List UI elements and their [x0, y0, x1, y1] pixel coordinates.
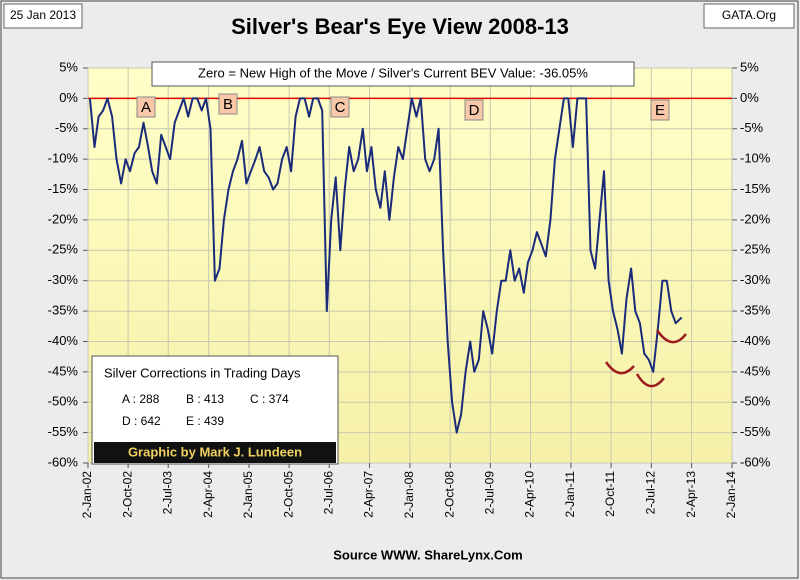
correction: D : 642 — [122, 414, 161, 428]
x-tick-label: 2-Jan-08 — [402, 471, 416, 519]
y2-tick-label: 0% — [740, 90, 759, 105]
corrections-box: Silver Corrections in Trading Days A : 2… — [91, 355, 339, 465]
y-tick-label: -60% — [48, 454, 79, 469]
y-tick-label: -40% — [48, 333, 79, 348]
y2-tick-label: -15% — [740, 181, 771, 196]
x-axis-label: Source WWW. ShareLynx.Com — [333, 547, 523, 562]
y-tick-label: -35% — [48, 303, 79, 318]
y2-tick-label: -60% — [740, 454, 771, 469]
correction: C : 374 — [250, 392, 289, 406]
x-tick-label: 2-Apr-07 — [362, 471, 376, 518]
marker-box — [218, 93, 238, 115]
series-line — [88, 97, 683, 434]
correction: B : 413 — [186, 392, 224, 406]
y-tick-label: -55% — [48, 424, 79, 439]
y-tick-label: -45% — [48, 363, 79, 378]
y2-tick-label: -30% — [740, 272, 771, 287]
y2-tick-label: -50% — [740, 394, 771, 409]
source-box — [703, 3, 795, 29]
marker: A — [141, 99, 151, 116]
marker-box — [464, 99, 484, 121]
marker-box — [136, 96, 156, 118]
series-layer — [88, 97, 732, 434]
y-tick-label: -5% — [55, 120, 79, 135]
chart-title: Silver's Bear's Eye View 2008-13 — [231, 14, 569, 39]
marker-box — [330, 96, 350, 118]
marker: D — [469, 102, 480, 119]
y2-tick-label: -55% — [740, 424, 771, 439]
arc — [655, 329, 687, 344]
arc — [604, 361, 635, 375]
credit: Graphic by Mark J. Lundeen — [128, 444, 302, 459]
y2-tick-label: -20% — [740, 211, 771, 226]
arc — [635, 373, 665, 388]
y2-tick-label: -5% — [740, 120, 764, 135]
date-label: 25 Jan 2013 — [10, 8, 76, 22]
x-tick-label: 2-Jul-09 — [482, 471, 496, 515]
y-tick-label: -25% — [48, 242, 79, 257]
x-tick-label: 2-Oct-08 — [442, 471, 456, 518]
correction: A : 288 — [122, 392, 160, 406]
x-tick-label: 2-Jan-05 — [241, 471, 255, 519]
corrections-title: Silver Corrections in Trading Days — [104, 365, 301, 380]
x-tick-label: 2-Oct-05 — [281, 471, 295, 518]
y2-tick-label: -10% — [740, 151, 771, 166]
marker: B — [223, 96, 233, 113]
y2-tick-label: 5% — [740, 59, 759, 74]
x-tick-label: 2-Jul-06 — [321, 471, 335, 515]
y2-tick-label: -40% — [740, 333, 771, 348]
x-tick-label: 2-Apr-04 — [201, 471, 215, 518]
y-tick-label: -10% — [48, 151, 79, 166]
y-tick-label: 0% — [59, 90, 78, 105]
annotation-box — [151, 61, 635, 87]
marker: C — [335, 99, 346, 116]
annotation: Zero = New High of the Move / Silver's C… — [198, 65, 588, 80]
x-tick-label: 2-Jan-02 — [80, 471, 94, 519]
x-tick-label: 2-Jul-03 — [160, 471, 174, 515]
y-tick-label: -30% — [48, 272, 79, 287]
marker-box — [650, 99, 670, 121]
y2-tick-label: -35% — [740, 303, 771, 318]
x-tick-label: 2-Jul-12 — [644, 471, 658, 515]
x-tick-label: 2-Oct-11 — [603, 471, 617, 517]
y2-tick-label: -45% — [740, 363, 771, 378]
x-tick-label: 2-Apr-13 — [684, 471, 698, 518]
y2-tick-label: -25% — [740, 242, 771, 257]
x-tick-label: 2-Jan-11 — [563, 471, 577, 518]
grid — [83, 67, 737, 468]
marker: E — [655, 102, 665, 119]
markers: A B C D E — [136, 93, 670, 121]
y-tick-label: -20% — [48, 211, 79, 226]
x-tick-label: 2-Oct-02 — [120, 471, 134, 518]
bottom-arcs — [604, 329, 687, 388]
x-tick-label: 2-Jan-14 — [724, 471, 738, 519]
correction: E : 439 — [186, 414, 224, 428]
y-tick-label: 5% — [59, 59, 78, 74]
credit-band — [94, 442, 336, 463]
x-tick-label: 2-Apr-10 — [523, 471, 537, 518]
date-box — [3, 3, 83, 29]
source-label: GATA.Org — [722, 8, 776, 22]
y-tick-label: -50% — [48, 394, 79, 409]
y-tick-label: -15% — [48, 181, 79, 196]
